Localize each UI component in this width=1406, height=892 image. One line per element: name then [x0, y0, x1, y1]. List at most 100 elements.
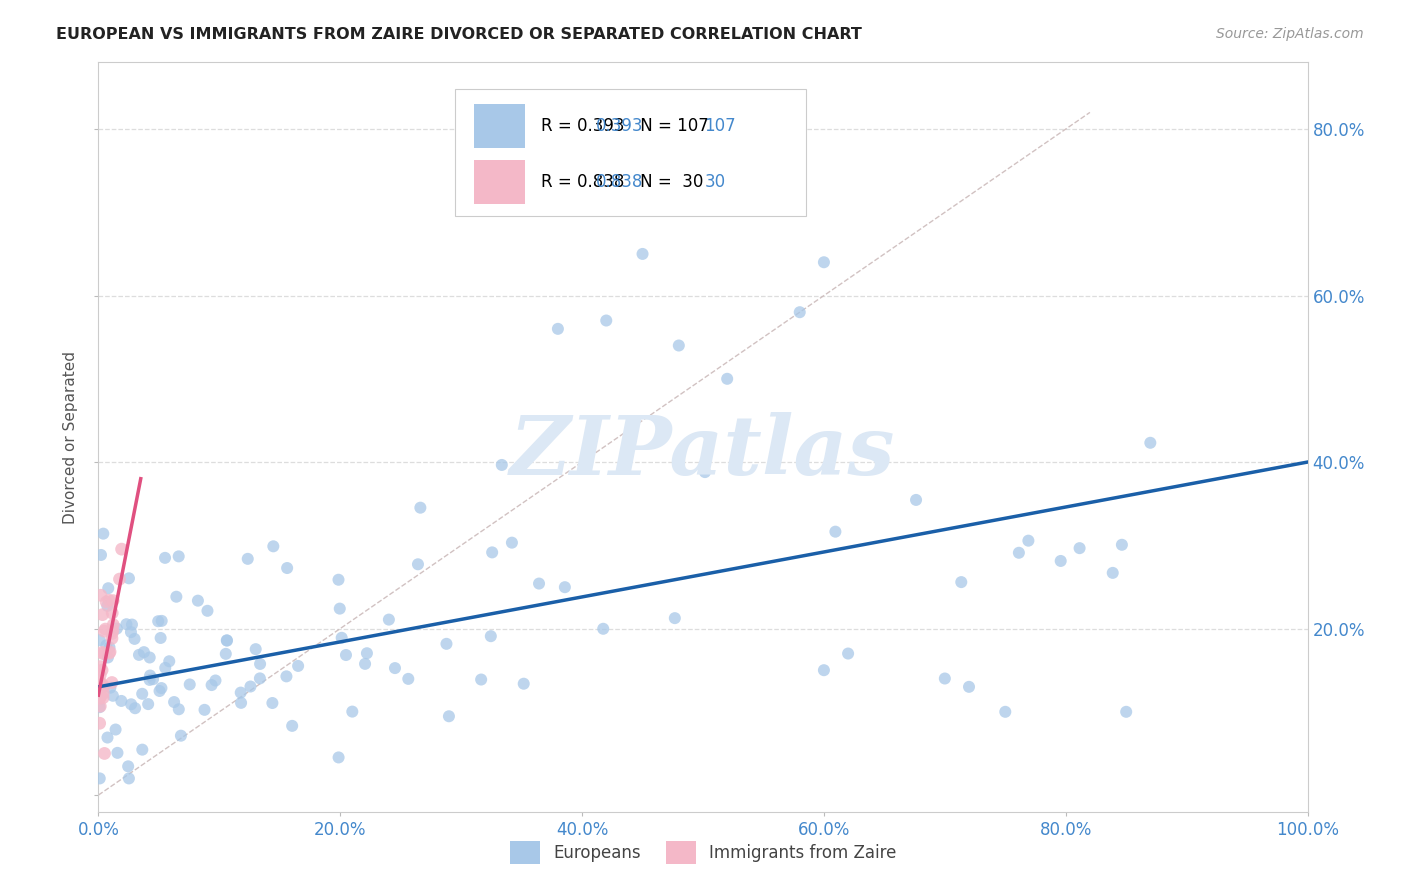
Point: [118, 772, 141, 786]
Point: [136, 697, 159, 711]
Point: [101, 675, 124, 690]
Point: [281, 719, 304, 733]
Point: [110, 694, 132, 708]
Point: [406, 558, 429, 572]
Point: [90, 676, 112, 690]
Point: [101, 624, 124, 638]
Point: [436, 637, 458, 651]
Point: [262, 696, 284, 710]
Point: [179, 677, 201, 691]
Point: [934, 672, 956, 686]
Point: [131, 742, 153, 756]
Point: [138, 650, 160, 665]
Point: [396, 672, 419, 686]
Point: [287, 659, 309, 673]
Point: [128, 648, 150, 662]
Point: [120, 625, 142, 640]
Point: [108, 572, 131, 586]
Point: [138, 673, 160, 687]
Point: [354, 657, 377, 671]
Point: [356, 646, 378, 660]
Point: [124, 701, 146, 715]
Point: [547, 322, 569, 336]
Point: [245, 642, 267, 657]
Point: [91, 607, 114, 622]
Point: [1049, 554, 1071, 568]
Point: [98, 640, 121, 655]
Point: [693, 465, 716, 479]
Point: [491, 458, 513, 472]
Point: [89, 699, 111, 714]
Point: [276, 561, 298, 575]
Point: [329, 601, 352, 615]
Point: [89, 700, 111, 714]
Point: [96, 638, 118, 652]
Point: [107, 746, 129, 760]
Point: [527, 576, 550, 591]
Point: [124, 632, 146, 646]
Point: [1139, 435, 1161, 450]
FancyBboxPatch shape: [474, 103, 526, 148]
Point: [170, 729, 193, 743]
Point: [167, 549, 190, 564]
Point: [236, 552, 259, 566]
Point: [409, 500, 432, 515]
Point: [89, 772, 111, 786]
Point: [167, 702, 190, 716]
Point: [470, 673, 492, 687]
Point: [905, 492, 928, 507]
Text: 107: 107: [704, 117, 735, 135]
Point: [789, 305, 811, 319]
Point: [837, 647, 859, 661]
Point: [204, 673, 226, 688]
Point: [120, 698, 142, 712]
Point: [163, 695, 186, 709]
Point: [91, 645, 114, 659]
Point: [437, 709, 460, 723]
Point: [96, 731, 118, 745]
Point: [104, 723, 127, 737]
Point: [94, 622, 117, 636]
Point: [249, 672, 271, 686]
Point: [813, 255, 835, 269]
Point: [384, 661, 406, 675]
Point: [98, 646, 121, 660]
Point: [91, 526, 114, 541]
Point: [328, 573, 350, 587]
Point: [89, 716, 111, 731]
Text: R = 0.393   N = 107: R = 0.393 N = 107: [541, 117, 709, 135]
Point: [89, 691, 111, 706]
Point: [481, 545, 503, 559]
Point: [101, 626, 124, 640]
Point: [117, 759, 139, 773]
Y-axis label: Divorced or Separated: Divorced or Separated: [63, 351, 79, 524]
Point: [1017, 533, 1039, 548]
Point: [664, 611, 686, 625]
Legend: Europeans, Immigrants from Zaire: Europeans, Immigrants from Zaire: [503, 834, 903, 871]
Text: ZIPatlas: ZIPatlas: [510, 412, 896, 492]
Text: 0.838: 0.838: [595, 173, 643, 191]
Point: [91, 663, 114, 677]
Point: [155, 661, 177, 675]
Point: [139, 668, 162, 682]
Point: [96, 595, 118, 609]
Point: [716, 372, 738, 386]
Point: [824, 524, 846, 539]
Point: [89, 668, 111, 682]
Point: [98, 645, 121, 659]
Point: [215, 633, 238, 648]
Point: [118, 571, 141, 585]
Point: [1101, 566, 1123, 580]
Point: [101, 593, 124, 607]
Point: [149, 631, 172, 645]
Point: [89, 633, 111, 648]
Point: [91, 647, 114, 661]
Point: [229, 696, 252, 710]
Point: [668, 338, 690, 352]
Point: [101, 632, 124, 646]
Point: [631, 247, 654, 261]
Text: 0.393: 0.393: [595, 117, 643, 135]
Point: [93, 624, 115, 639]
Point: [148, 684, 170, 698]
Point: [193, 703, 215, 717]
